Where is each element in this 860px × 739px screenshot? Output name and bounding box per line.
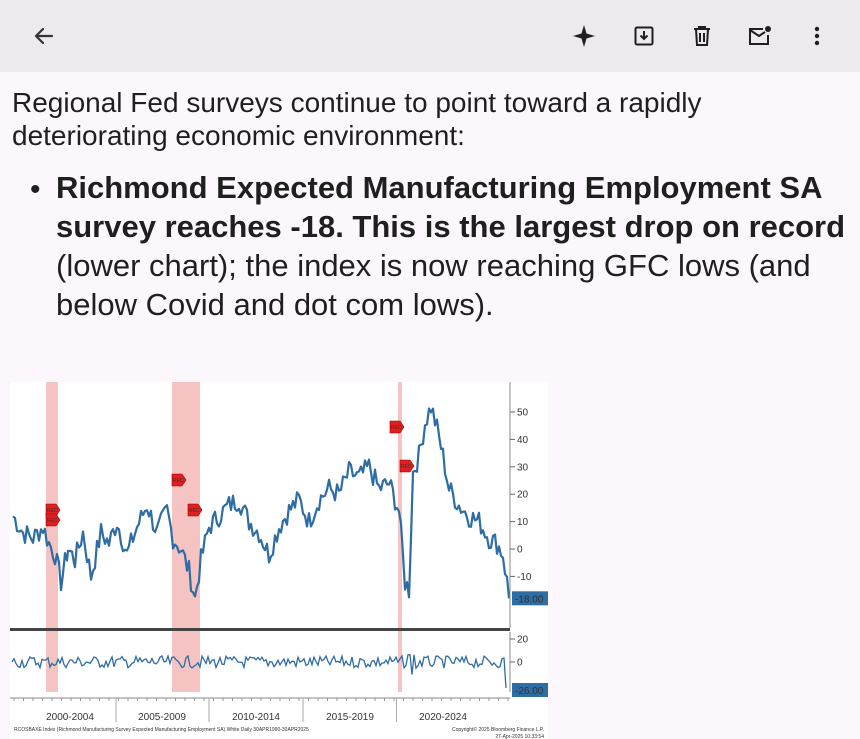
archive-icon: [634, 26, 654, 46]
lower-last-value-label: -26.00: [515, 686, 544, 697]
panel-divider: [10, 628, 510, 631]
x-tick-label: 2010-2014: [232, 712, 280, 723]
lower-y-tick-label: 0: [517, 658, 523, 669]
lower-last-value-box: [512, 683, 548, 697]
x-tick-label: 2000-2004: [46, 712, 94, 723]
bullet-bold-text: Richmond Expected Manufacturing Employme…: [56, 170, 846, 244]
ai-assist-button[interactable]: [566, 18, 602, 54]
email-intro-text: Regional Fed surveys continue to point t…: [12, 87, 702, 151]
x-tick-label: 2015-2019: [326, 712, 374, 723]
x-tick-label: 2020-2024: [419, 712, 467, 723]
upper-y-tick-label: -10: [517, 572, 532, 583]
recession-marker: [171, 473, 187, 487]
richmond-survey-chart: REC REC REC REC REC REC 50 40 30 20 10 0 -10 -18.00 20…: [10, 382, 548, 739]
more-vert-icon: [814, 26, 820, 46]
lower-y-tick-label: 20: [517, 635, 529, 646]
bullet-rest-text: (lower chart); the index is now reaching…: [56, 248, 811, 322]
recession-marker-label: REC: [47, 508, 58, 514]
recession-marker-label: REC: [391, 425, 402, 431]
chart-footer-copyright: Copyright© 2025 Bloomberg Finance L.P.: [452, 726, 544, 733]
lower-series-line: [11, 653, 507, 689]
upper-y-tick-label: 40: [517, 435, 529, 446]
recession-marker-label: REC: [47, 518, 58, 524]
x-tick-label: 2005-2009: [138, 712, 186, 723]
recession-marker-label: REC: [401, 464, 412, 470]
recession-band: [46, 382, 58, 692]
bullet-text: Richmond Expected Manufacturing Employme…: [56, 168, 846, 324]
recession-marker: [187, 503, 203, 517]
mark-unread-button[interactable]: [742, 18, 778, 54]
more-options-button[interactable]: [799, 18, 835, 54]
upper-y-tick-label: 50: [517, 408, 529, 419]
delete-button[interactable]: [684, 18, 720, 54]
upper-last-value-box: [512, 591, 548, 606]
bullet-marker: •: [30, 173, 41, 206]
arrow-back-icon: [34, 27, 54, 45]
recession-marker: [45, 513, 61, 527]
recession-band: [172, 382, 200, 692]
recession-marker-label: REC: [189, 508, 200, 514]
chart-footer-date: 27-Apr-2025 10:33:54: [495, 734, 544, 739]
chart-footer-source: RCOSBAXE Index (Richmond Manufacturing S…: [14, 727, 309, 733]
back-button[interactable]: [26, 18, 62, 54]
delete-icon: [694, 26, 710, 46]
mark-unread-icon: [749, 26, 771, 45]
sparkle-icon: [573, 25, 595, 47]
app-toolbar: [0, 0, 860, 72]
upper-y-tick-label: 10: [517, 517, 529, 528]
recession-marker: [399, 459, 415, 473]
upper-last-value-label: -18.00: [515, 594, 544, 605]
upper-y-tick-label: 20: [517, 490, 529, 501]
upper-series-line: [12, 407, 511, 599]
archive-button[interactable]: [626, 18, 662, 54]
upper-y-tick-label: 30: [517, 462, 529, 473]
upper-y-tick-label: 0: [517, 545, 523, 556]
recession-band: [398, 382, 402, 692]
recession-marker-label: REC: [173, 478, 184, 484]
recession-marker: [389, 420, 405, 434]
chart-svg: REC REC REC REC REC REC 50 40 30 20 10 0 -10 -18.00 20…: [10, 382, 548, 739]
